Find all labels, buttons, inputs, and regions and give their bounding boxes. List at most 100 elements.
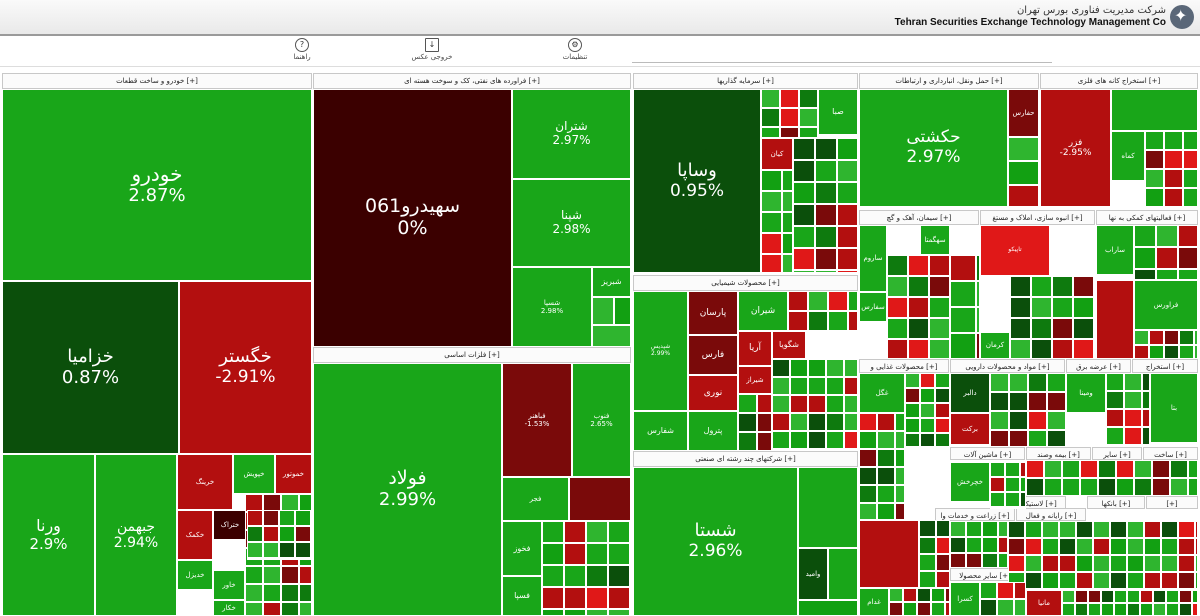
tile-small[interactable] xyxy=(1161,538,1178,555)
tile-small[interactable] xyxy=(793,182,815,204)
tile-shesepa[interactable]: شسپا 2.98% xyxy=(512,267,592,347)
tile-transport-s3[interactable] xyxy=(1008,185,1039,207)
export-image-button[interactable]: ↓ خروجی عکس xyxy=(402,38,462,61)
tile-small[interactable] xyxy=(1144,572,1161,589)
tile-small[interactable] xyxy=(826,359,844,377)
tile-shakhar[interactable]: شیراز xyxy=(738,366,772,394)
tile-small[interactable] xyxy=(1025,521,1042,538)
tile-small[interactable] xyxy=(859,503,877,520)
tile-small[interactable] xyxy=(1116,460,1134,478)
tile-small[interactable] xyxy=(905,403,920,418)
tile-small[interactable] xyxy=(982,521,998,537)
tile-small[interactable] xyxy=(917,602,931,616)
tile-small[interactable] xyxy=(1140,603,1153,616)
tile-small[interactable] xyxy=(245,566,263,584)
tile-small[interactable] xyxy=(844,395,858,413)
tile-small[interactable] xyxy=(542,565,564,587)
tile-small[interactable] xyxy=(877,485,895,503)
tile-oil-small-1[interactable] xyxy=(592,297,614,325)
tile-fasupa[interactable]: فسپا xyxy=(502,576,542,616)
tile-small[interactable] xyxy=(1010,339,1031,359)
tile-khkamd[interactable]: خکمک xyxy=(177,510,213,560)
tile-small[interactable] xyxy=(1020,492,1026,507)
tile-small[interactable] xyxy=(1178,269,1198,280)
tile-small[interactable] xyxy=(761,127,780,138)
tile-small[interactable] xyxy=(1005,477,1020,492)
tile-small[interactable] xyxy=(299,566,312,584)
tile-small[interactable] xyxy=(844,449,858,451)
sector-header-other-products[interactable]: سایر محصولا [+] xyxy=(950,568,1020,581)
tile-jahamen[interactable]: جبهمن 2.94% xyxy=(95,454,177,616)
tile-ore-big[interactable] xyxy=(1111,89,1198,131)
tile-small[interactable] xyxy=(1134,460,1152,478)
tile-small[interactable] xyxy=(542,587,564,609)
tile-small[interactable] xyxy=(828,311,848,331)
tile-small[interactable] xyxy=(1164,169,1183,188)
tile-small[interactable] xyxy=(920,403,935,418)
tile-metal-red[interactable] xyxy=(569,477,631,521)
tile-small[interactable] xyxy=(903,588,917,602)
tile-small[interactable] xyxy=(945,588,950,602)
tile-shegoyah[interactable]: شگویا xyxy=(772,331,806,359)
tile-small[interactable] xyxy=(905,388,920,403)
tile-small[interactable] xyxy=(1179,345,1194,359)
sector-header-investment[interactable]: سرمایه گذاریها [+] xyxy=(633,73,858,89)
tile-ghdam[interactable]: غدام xyxy=(859,588,889,616)
tile-small[interactable] xyxy=(929,297,950,318)
tile-small[interactable] xyxy=(586,609,608,616)
tile-small[interactable] xyxy=(738,413,757,432)
tile-small[interactable] xyxy=(919,554,936,571)
tile-small[interactable] xyxy=(1052,297,1073,318)
tile-small[interactable] xyxy=(1073,297,1094,318)
tile-small[interactable] xyxy=(1098,460,1116,478)
tile-small[interactable] xyxy=(887,339,908,359)
tile-small[interactable] xyxy=(1062,460,1080,478)
tile-small[interactable] xyxy=(247,558,263,560)
tile-small[interactable] xyxy=(608,609,630,616)
tile-shefars[interactable]: شفارس xyxy=(633,411,688,451)
tile-small[interactable] xyxy=(790,377,808,395)
tile-small[interactable] xyxy=(788,291,808,311)
tile-barakat[interactable]: برکت xyxy=(950,413,990,445)
tile-small[interactable] xyxy=(1042,521,1059,538)
tile-small[interactable] xyxy=(966,537,982,553)
tile-small[interactable] xyxy=(295,558,311,560)
tile-small[interactable] xyxy=(920,373,935,388)
tile-small[interactable] xyxy=(945,602,950,616)
tile-faras[interactable]: فارس xyxy=(688,335,738,375)
tile-small[interactable] xyxy=(608,587,630,609)
tile-small[interactable] xyxy=(1164,345,1179,359)
tile-small[interactable] xyxy=(738,394,757,413)
tile-small[interactable] xyxy=(935,403,950,418)
tile-small[interactable] xyxy=(935,418,950,433)
tile-small[interactable] xyxy=(790,359,808,377)
tile-small[interactable] xyxy=(630,521,632,543)
tile-khcharkh[interactable]: خچرخش xyxy=(950,462,990,502)
tile-small[interactable] xyxy=(761,233,782,254)
tile-small[interactable] xyxy=(564,587,586,609)
tile-small[interactable] xyxy=(1062,478,1080,496)
tile-small[interactable] xyxy=(990,477,1005,492)
tile-small[interactable] xyxy=(1059,572,1076,589)
sector-header-food[interactable]: محصولات غذایی و [+] xyxy=(859,359,949,373)
tile-small[interactable] xyxy=(1124,373,1142,391)
tile-small[interactable] xyxy=(859,485,877,503)
tile-small[interactable] xyxy=(950,553,966,568)
tile-small[interactable] xyxy=(826,449,844,451)
tile-small[interactable] xyxy=(976,307,980,333)
tile-small[interactable] xyxy=(1127,603,1140,616)
tile-small[interactable] xyxy=(772,359,790,377)
tile-small[interactable] xyxy=(998,521,1008,537)
tile-small[interactable] xyxy=(1025,538,1042,555)
tile-foolad[interactable]: فولاد 2.99% xyxy=(313,363,502,616)
tile-small[interactable] xyxy=(1005,492,1020,507)
tile-faghir[interactable]: فباهنر -1.53% xyxy=(502,363,572,477)
tile-small[interactable] xyxy=(1178,572,1195,589)
tile-small[interactable] xyxy=(281,602,299,616)
tile-small[interactable] xyxy=(279,558,295,560)
tile-kerman[interactable]: کرمان xyxy=(980,332,1010,359)
tile-vasina[interactable]: صبا xyxy=(818,89,858,135)
tile-small[interactable] xyxy=(1010,318,1031,339)
tile-small[interactable] xyxy=(815,182,837,204)
tile-small[interactable] xyxy=(1179,330,1194,345)
